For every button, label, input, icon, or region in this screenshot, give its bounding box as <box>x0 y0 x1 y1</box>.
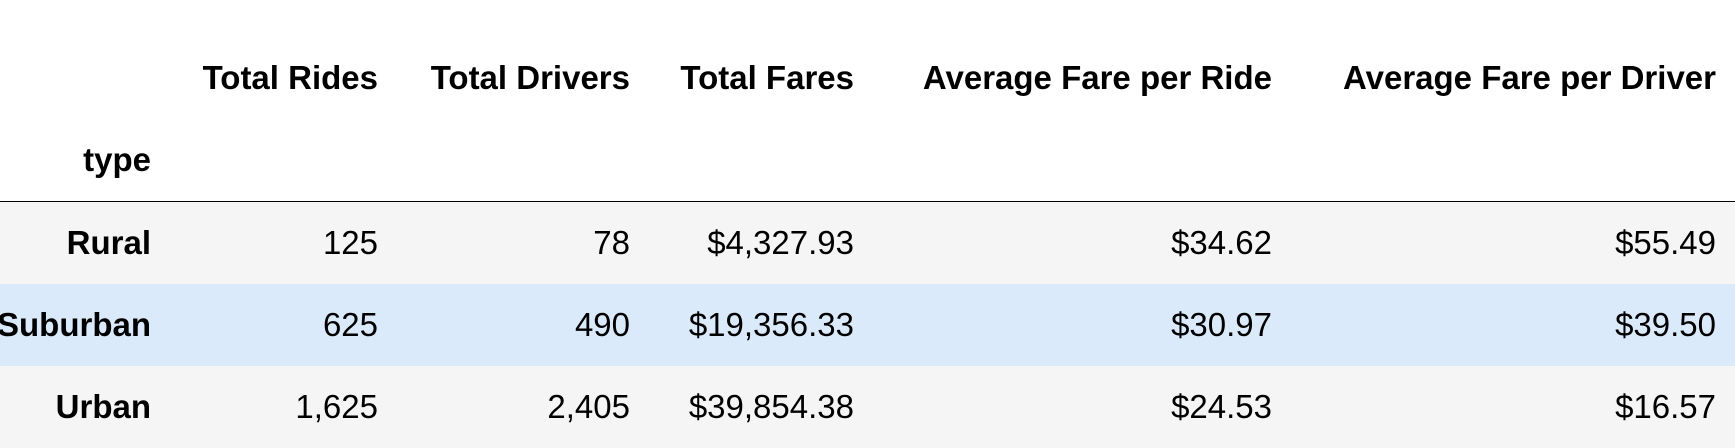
column-header-total-rides: Total Rides <box>202 59 378 96</box>
column-header-total-fares: Total Fares <box>680 59 854 96</box>
column-header-total-drivers: Total Drivers <box>430 59 630 96</box>
cell-average-fare-per-driver: $39.50 <box>1615 306 1716 343</box>
column-header-average-fare-per-ride: Average Fare per Ride <box>922 59 1272 96</box>
cell-average-fare-per-ride: $34.62 <box>1171 224 1272 261</box>
cell-average-fare-per-ride: $24.53 <box>1171 388 1272 425</box>
table-row: Suburban 625 490 $19,356.33 $30.97 $39.5… <box>0 284 1735 366</box>
cell-total-fares: $19,356.33 <box>688 306 854 343</box>
cell-total-drivers: 490 <box>574 306 630 343</box>
cell-total-drivers: 2,405 <box>547 388 630 425</box>
table-row: Rural 125 78 $4,327.93 $34.62 $55.49 <box>0 202 1735 284</box>
header-divider <box>0 201 1735 202</box>
table-row: Urban 1,625 2,405 $39,854.38 $24.53 $16.… <box>0 366 1735 448</box>
cell-average-fare-per-driver: $55.49 <box>1615 224 1716 261</box>
cell-average-fare-per-driver: $16.57 <box>1615 388 1716 425</box>
index-name-header: type <box>83 141 151 178</box>
cell-total-drivers: 78 <box>593 224 630 261</box>
cell-total-rides: 125 <box>322 224 378 261</box>
column-header-average-fare-per-driver: Average Fare per Driver <box>1343 59 1716 96</box>
row-label: Urban <box>55 388 151 425</box>
cell-total-fares: $39,854.38 <box>688 388 854 425</box>
row-label: Rural <box>66 224 151 261</box>
cell-average-fare-per-ride: $30.97 <box>1171 306 1272 343</box>
cell-total-fares: $4,327.93 <box>707 224 854 261</box>
cell-total-rides: 1,625 <box>295 388 378 425</box>
cell-total-rides: 625 <box>322 306 378 343</box>
row-label: Suburban <box>0 306 151 343</box>
